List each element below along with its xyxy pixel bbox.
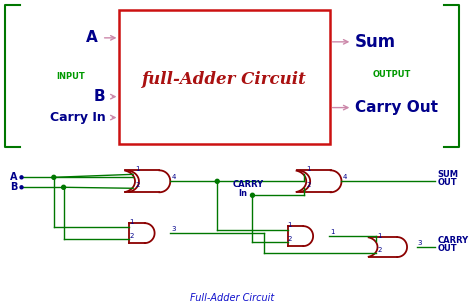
Text: CARRY: CARRY xyxy=(438,236,468,245)
Text: Carry In: Carry In xyxy=(50,111,106,124)
Text: B: B xyxy=(10,182,17,192)
Text: 1: 1 xyxy=(306,166,311,172)
Text: 2: 2 xyxy=(306,182,310,188)
Text: OUT: OUT xyxy=(438,178,457,187)
Text: 3: 3 xyxy=(171,226,176,232)
Text: 4: 4 xyxy=(343,174,347,180)
Text: A: A xyxy=(86,30,98,45)
Text: INPUT: INPUT xyxy=(56,72,85,81)
Text: CARRY: CARRY xyxy=(233,180,264,189)
Text: 4: 4 xyxy=(171,174,175,180)
Text: 1: 1 xyxy=(288,222,292,228)
Circle shape xyxy=(62,185,65,189)
Text: B: B xyxy=(94,89,106,104)
Text: OUT: OUT xyxy=(438,244,457,253)
Text: 1: 1 xyxy=(135,166,139,172)
Bar xyxy=(119,10,330,144)
Circle shape xyxy=(215,179,219,183)
Text: 1: 1 xyxy=(378,233,382,239)
Text: Carry Out: Carry Out xyxy=(355,100,438,115)
Text: Sum: Sum xyxy=(355,33,396,51)
Text: In: In xyxy=(238,189,247,198)
Circle shape xyxy=(20,186,23,189)
Text: 1: 1 xyxy=(129,219,134,225)
Text: OUTPUT: OUTPUT xyxy=(372,70,410,79)
Text: 2: 2 xyxy=(129,233,134,239)
Text: SUM: SUM xyxy=(438,170,458,179)
Circle shape xyxy=(52,175,56,179)
Text: full-Adder Circuit: full-Adder Circuit xyxy=(142,71,307,88)
Text: 2: 2 xyxy=(378,247,382,253)
Text: 2: 2 xyxy=(135,182,139,188)
Text: 2: 2 xyxy=(288,236,292,242)
Text: 3: 3 xyxy=(418,240,422,246)
Text: A: A xyxy=(10,172,17,182)
Text: 1: 1 xyxy=(330,229,334,235)
Circle shape xyxy=(20,176,23,179)
Text: Full-Adder Circuit: Full-Adder Circuit xyxy=(190,293,274,303)
Circle shape xyxy=(250,193,255,197)
